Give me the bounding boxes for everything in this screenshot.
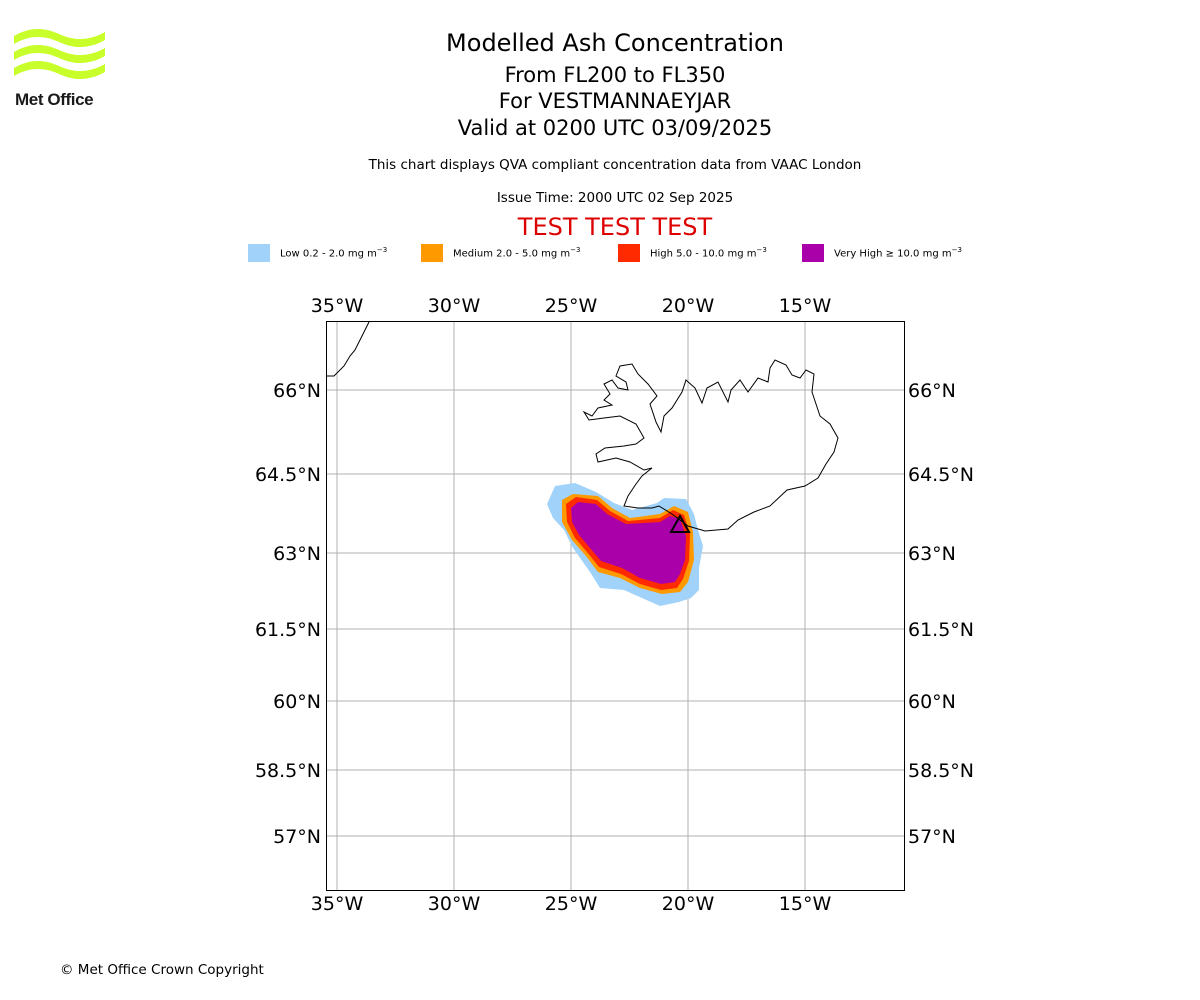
lat-label-left-60n: 60°N [273, 691, 321, 713]
lat-label-left-58-5n: 58.5°N [255, 760, 321, 782]
wave-logo-icon [14, 28, 105, 80]
logo-text: Met Office [15, 90, 94, 109]
greenland-coastline [326, 321, 370, 377]
map-frame [326, 321, 905, 891]
legend-exp-low: −3 [376, 246, 388, 254]
legend-label-high: High 5.0 - 10.0 mg m [650, 248, 757, 260]
lon-label-bottom-30w: 30°W [428, 893, 481, 915]
lat-label-right-57n: 57°N [908, 826, 956, 848]
lon-label-bottom-35w: 35°W [311, 893, 364, 915]
ash-very-high-region [571, 502, 686, 584]
legend-exp-very-high: −3 [951, 246, 962, 254]
lon-label-top-15w: 15°W [779, 295, 832, 317]
issue-time: Issue Time: 2000 UTC 02 Sep 2025 [496, 190, 734, 206]
map-gridlines [326, 321, 904, 890]
test-banner: TEST TEST TEST [517, 213, 713, 241]
subtitle: This chart displays QVA compliant concen… [368, 157, 862, 173]
legend-swatch-very-high [802, 244, 824, 262]
volcano-name: For VESTMANNAEYJAR [498, 89, 732, 113]
met-office-logo: Met Office [14, 28, 110, 114]
lat-label-right-60n: 60°N [908, 691, 956, 713]
legend-exp-medium: −3 [570, 246, 581, 254]
legend-label-medium: Medium 2.0 - 5.0 mg m [453, 248, 571, 260]
lat-label-left-61-5n: 61.5°N [255, 619, 321, 641]
lat-label-left-66n: 66°N [273, 380, 321, 402]
copyright-notice: © Met Office Crown Copyright [60, 962, 264, 978]
lon-label-bottom-25w: 25°W [545, 893, 598, 915]
chart-title: Modelled Ash Concentration [446, 29, 784, 57]
lon-label-bottom-20w: 20°W [662, 893, 715, 915]
lon-label-top-30w: 30°W [428, 295, 481, 317]
lat-label-right-61-5n: 61.5°N [908, 619, 974, 641]
iceland-coastline [582, 359, 839, 532]
legend-swatch-low [248, 244, 270, 262]
lat-label-right-58-5n: 58.5°N [908, 760, 974, 782]
lat-label-right-64-5n: 64.5°N [908, 464, 974, 486]
lon-label-top-25w: 25°W [545, 295, 598, 317]
volcano-marker-icon [669, 513, 691, 533]
legend-swatch-medium [421, 244, 443, 262]
lon-label-top-35w: 35°W [311, 295, 364, 317]
valid-time: Valid at 0200 UTC 03/09/2025 [457, 116, 773, 140]
lat-label-left-57n: 57°N [273, 826, 321, 848]
lat-label-right-66n: 66°N [908, 380, 956, 402]
legend-exp-high: −3 [756, 246, 767, 254]
legend-label-very-high: Very High ≥ 10.0 mg m [834, 248, 952, 260]
lat-label-left-64-5n: 64.5°N [255, 464, 321, 486]
legend-label-low: Low 0.2 - 2.0 mg m [280, 248, 377, 260]
legend-swatch-high [618, 244, 640, 262]
lat-label-left-63n: 63°N [273, 543, 321, 565]
lon-label-bottom-15w: 15°W [779, 893, 832, 915]
lon-label-top-20w: 20°W [662, 295, 715, 317]
lat-label-right-63n: 63°N [908, 543, 956, 565]
flight-levels: From FL200 to FL350 [504, 63, 726, 87]
